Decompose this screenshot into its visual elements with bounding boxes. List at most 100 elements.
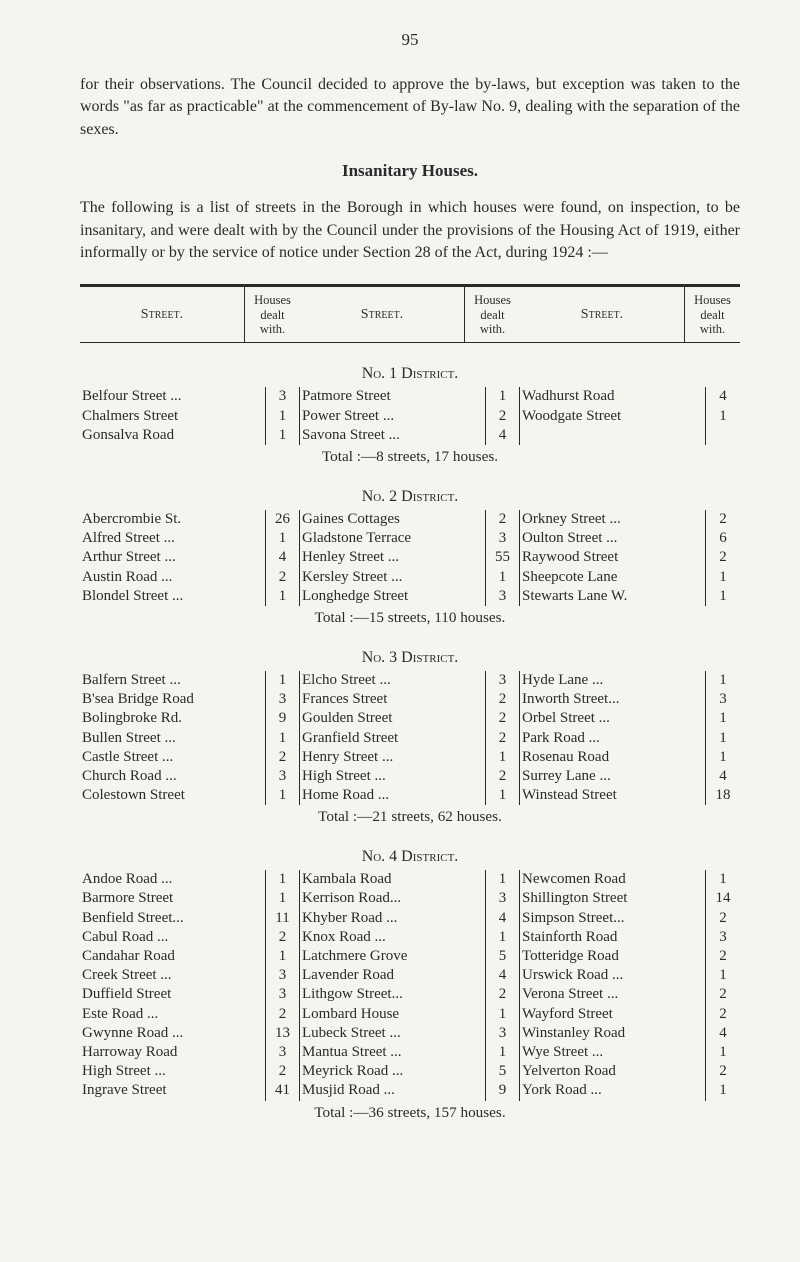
district-title: No. 3 District. (80, 649, 740, 667)
street-pair: Lubeck Street ...3 (300, 1024, 520, 1043)
houses-count: 2 (265, 568, 300, 587)
district-title: No. 4 District. (80, 848, 740, 866)
street-name: Winstead Street (520, 786, 705, 805)
street-name: Frances Street (300, 690, 485, 709)
street-pair: Home Road ...1 (300, 786, 520, 805)
houses-count: 1 (265, 786, 300, 805)
street-name: Newcomen Road (520, 870, 705, 889)
street-pair: Knox Road ...1 (300, 928, 520, 947)
houses-count: 2 (705, 1062, 740, 1081)
street-name: Colestown Street (80, 786, 265, 805)
street-name: Arthur Street ... (80, 548, 265, 567)
street-name: Cabul Road ... (80, 928, 265, 947)
street-name: Stewarts Lane W. (520, 587, 705, 606)
houses-count: 2 (705, 947, 740, 966)
houses-count: 2 (705, 909, 740, 928)
street-pair: Shillington Street14 (520, 889, 740, 908)
street-name: Alfred Street ... (80, 529, 265, 548)
houses-count: 4 (485, 909, 520, 928)
street-pair: Rosenau Road1 (520, 748, 740, 767)
header-houses-2: Houses dealt with. (464, 287, 520, 342)
houses-count: 2 (705, 548, 740, 567)
header-houses-3: Houses dealt with. (684, 287, 740, 342)
street-pair: Stewarts Lane W.1 (520, 587, 740, 606)
street-name: Blondel Street ... (80, 587, 265, 606)
table-header-row: Street. Houses dealt with. Street. House… (80, 287, 740, 342)
page: 95 for their observations. The Council d… (0, 0, 800, 1262)
street-pair: Gonsalva Road1 (80, 426, 300, 445)
houses-count: 3 (485, 1024, 520, 1043)
houses-count: 2 (265, 1005, 300, 1024)
street-name: Gladstone Terrace (300, 529, 485, 548)
houses-count: 1 (265, 529, 300, 548)
table-row: Este Road ...2Lombard House1Wayford Stre… (80, 1005, 740, 1024)
street-name: Lubeck Street ... (300, 1024, 485, 1043)
street-name: Ingrave Street (80, 1081, 265, 1100)
street-pair: Simpson Street...2 (520, 909, 740, 928)
street-name: Khyber Road ... (300, 909, 485, 928)
houses-count: 3 (265, 1043, 300, 1062)
street-name: B'sea Bridge Road (80, 690, 265, 709)
street-pair: Orkney Street ...2 (520, 510, 740, 529)
street-name: Shillington Street (520, 889, 705, 908)
houses-count: 2 (265, 748, 300, 767)
houses-count: 41 (265, 1081, 300, 1100)
houses-count: 4 (485, 966, 520, 985)
houses-count: 1 (705, 748, 740, 767)
street-pair: Bolingbroke Rd.9 (80, 709, 300, 728)
houses-count: 1 (705, 587, 740, 606)
street-pair: Mantua Street ...1 (300, 1043, 520, 1062)
street-pair: High Street ...2 (80, 1062, 300, 1081)
houses-count: 1 (485, 748, 520, 767)
houses-count: 1 (485, 1043, 520, 1062)
street-pair: Power Street ...2 (300, 407, 520, 426)
street-pair: Gwynne Road ...13 (80, 1024, 300, 1043)
district-block: No. 2 District.Abercrombie St.26Gaines C… (80, 488, 740, 627)
street-pair: Creek Street ...3 (80, 966, 300, 985)
houses-count: 2 (485, 985, 520, 1004)
street-name: Gwynne Road ... (80, 1024, 265, 1043)
street-pair: Elcho Street ...3 (300, 671, 520, 690)
street-name: Orbel Street ... (520, 709, 705, 728)
street-pair: Alfred Street ...1 (80, 529, 300, 548)
houses-count: 3 (705, 690, 740, 709)
street-name: Rosenau Road (520, 748, 705, 767)
table-row: High Street ...2Meyrick Road ...5Yelvert… (80, 1062, 740, 1081)
street-pair: Woodgate Street1 (520, 407, 740, 426)
street-pair: Chalmers Street1 (80, 407, 300, 426)
street-pair: Austin Road ...2 (80, 568, 300, 587)
street-name: Harroway Road (80, 1043, 265, 1062)
houses-count: 1 (485, 928, 520, 947)
houses-count: 3 (265, 985, 300, 1004)
district-total: Total :—8 streets, 17 houses. (80, 448, 740, 466)
houses-count: 1 (485, 387, 520, 406)
street-name: Savona Street ... (300, 426, 485, 445)
street-pair: Lombard House1 (300, 1005, 520, 1024)
street-name: Granfield Street (300, 729, 485, 748)
houses-count: 2 (265, 928, 300, 947)
street-pair: Benfield Street...11 (80, 909, 300, 928)
houses-count: 2 (265, 1062, 300, 1081)
houses-count: 2 (485, 767, 520, 786)
street-name: Orkney Street ... (520, 510, 705, 529)
street-name: Park Road ... (520, 729, 705, 748)
street-pair: Winstanley Road4 (520, 1024, 740, 1043)
street-pair: Orbel Street ...1 (520, 709, 740, 728)
street-pair: Latchmere Grove5 (300, 947, 520, 966)
street-name: Kerrison Road... (300, 889, 485, 908)
street-pair: Patmore Street1 (300, 387, 520, 406)
houses-count: 1 (265, 870, 300, 889)
street-pair: Kerrison Road...3 (300, 889, 520, 908)
houses-count: 1 (265, 729, 300, 748)
table-row: Bullen Street ...1Granfield Street2Park … (80, 729, 740, 748)
street-pair: Winstead Street18 (520, 786, 740, 805)
houses-count: 2 (705, 510, 740, 529)
street-name (520, 426, 705, 445)
street-name: Duffield Street (80, 985, 265, 1004)
street-name: Musjid Road ... (300, 1081, 485, 1100)
street-pair: Stainforth Road3 (520, 928, 740, 947)
street-pair: Duffield Street3 (80, 985, 300, 1004)
street-name: Barmore Street (80, 889, 265, 908)
header-street-2: Street. (300, 287, 464, 342)
houses-count: 1 (705, 671, 740, 690)
